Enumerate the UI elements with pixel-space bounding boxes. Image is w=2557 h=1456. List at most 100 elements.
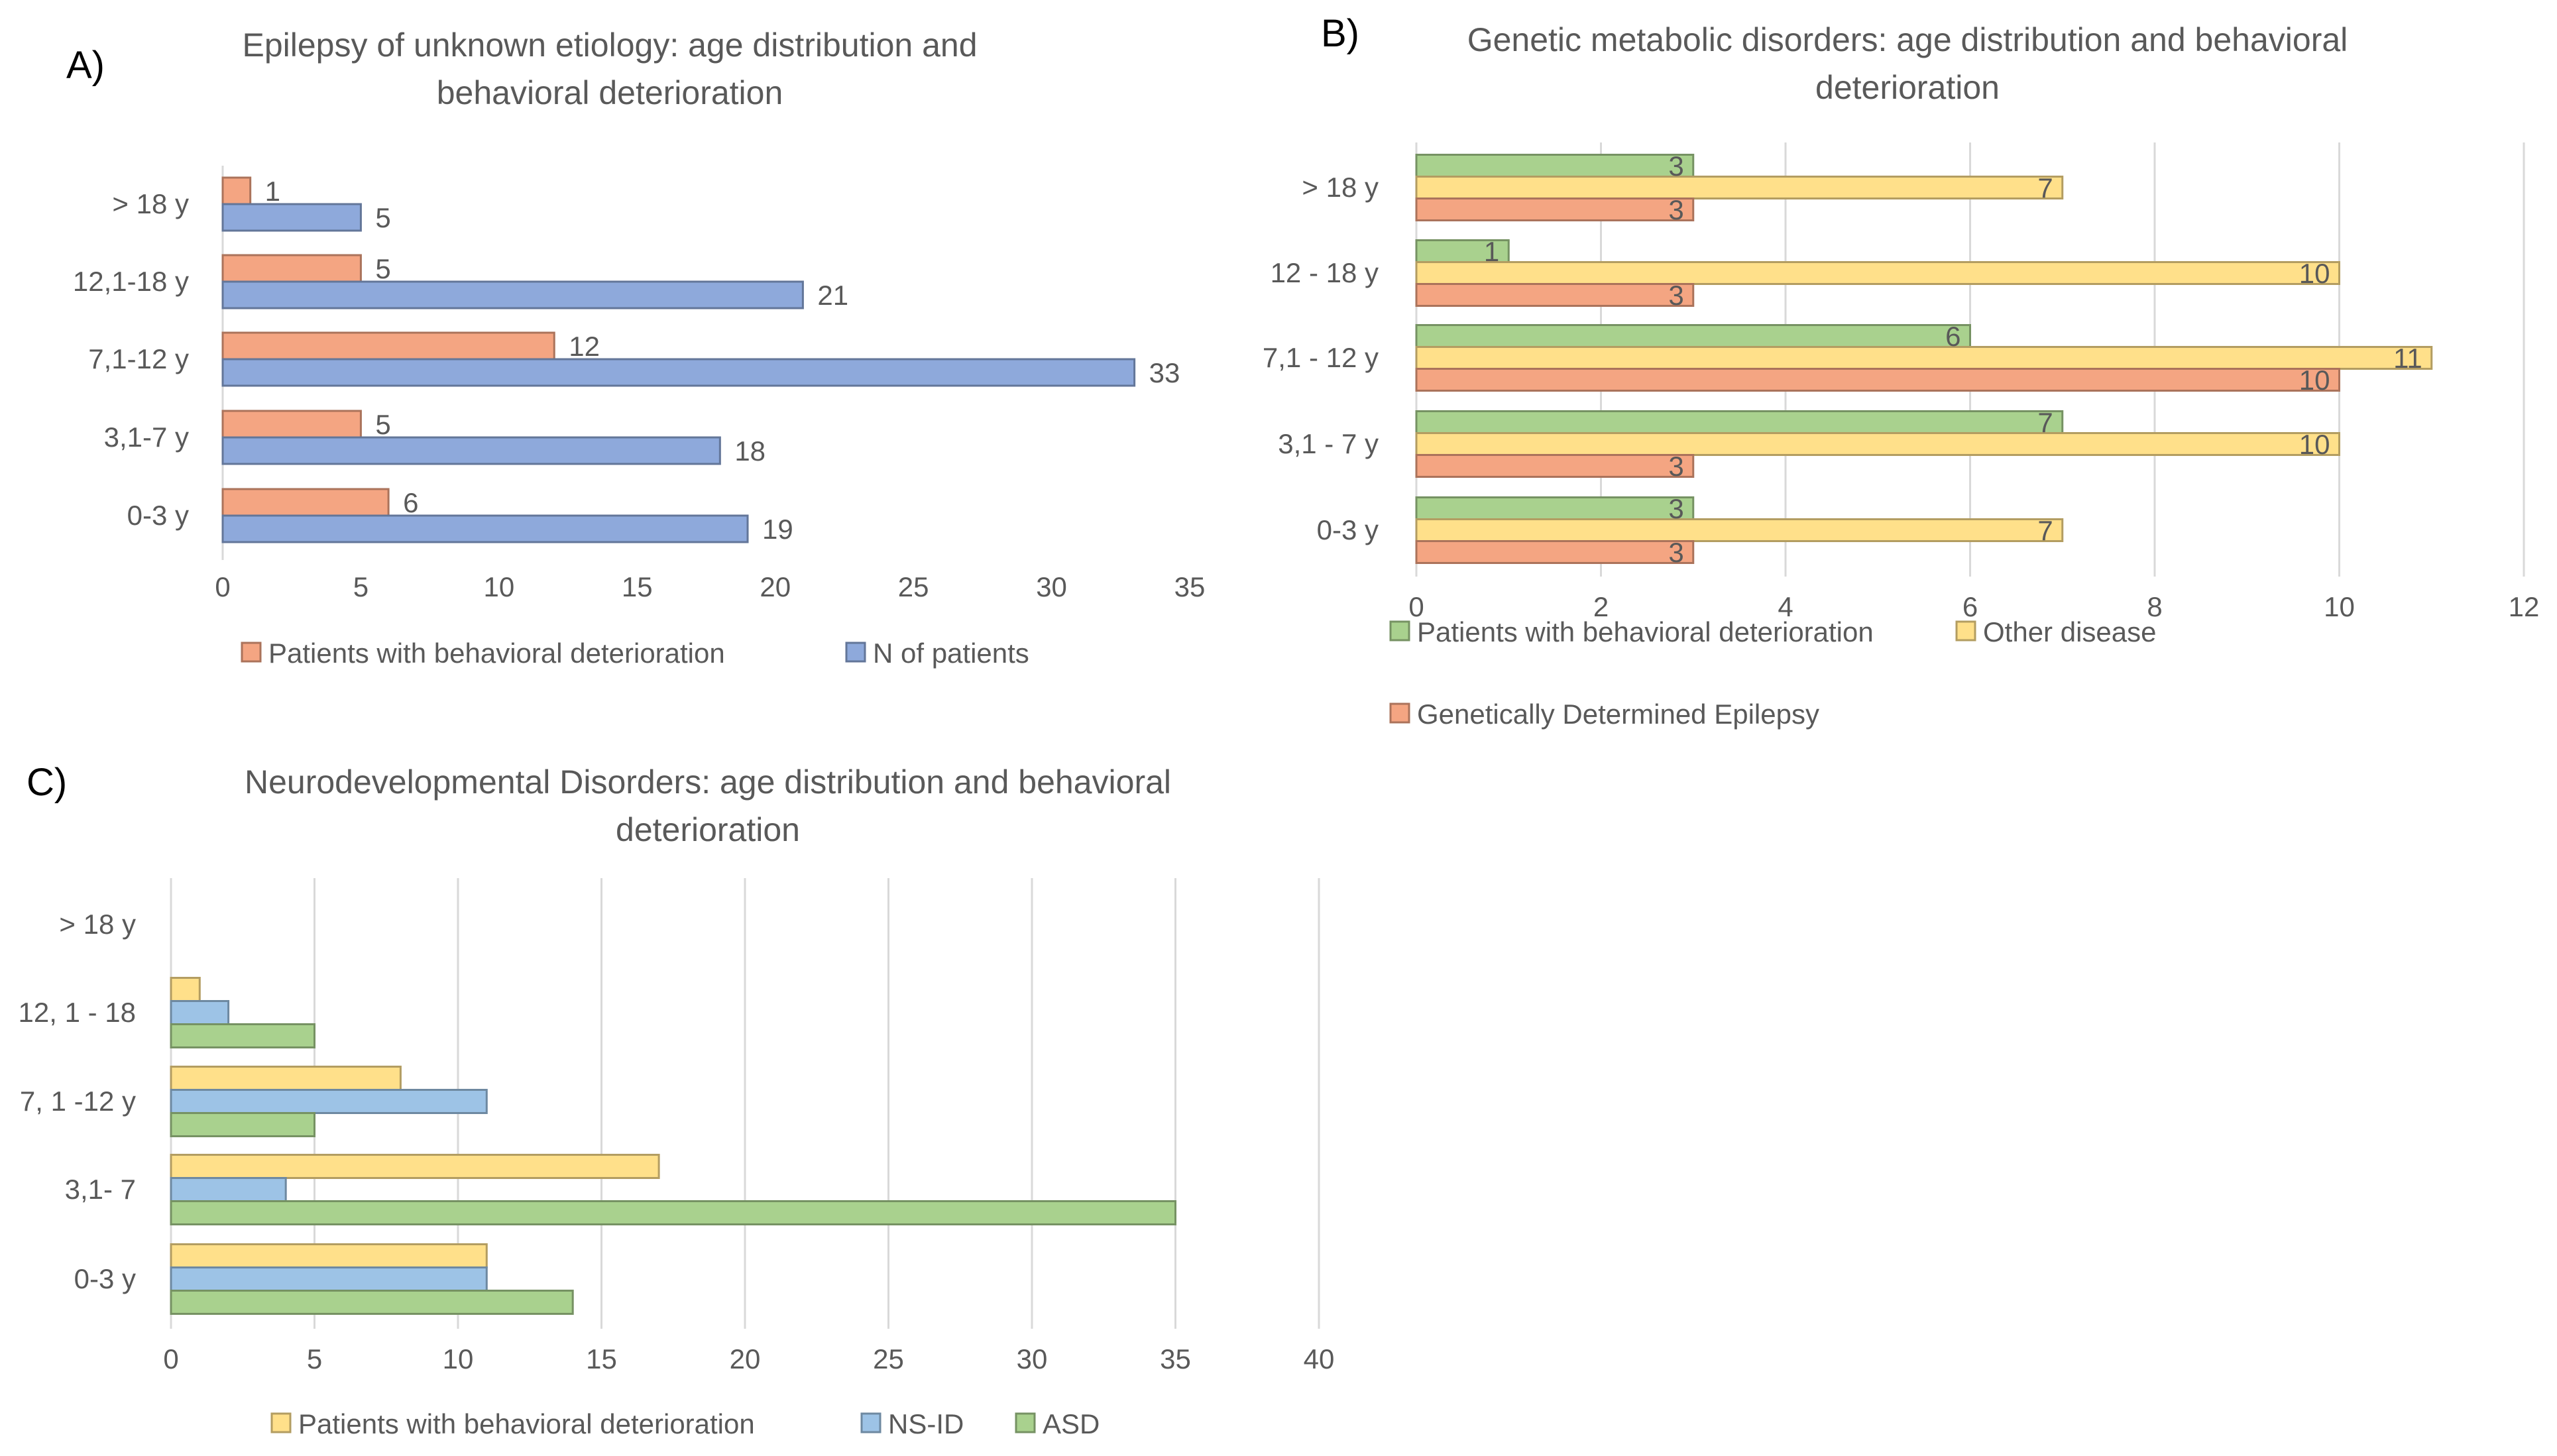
x-tick-label: 40 bbox=[1304, 1343, 1335, 1374]
legend-swatch-genetically-determined-epilepsy bbox=[1389, 702, 1410, 724]
data-label-other-disease-12-18-y: 10 bbox=[2299, 258, 2330, 289]
legend-label-patients-with-behavioral-deterioration: Patients with behavioral deterioration bbox=[1417, 616, 1874, 647]
x-tick-label: 20 bbox=[730, 1343, 761, 1374]
x-tick-label: 35 bbox=[1174, 571, 1206, 602]
data-label-n-of-patients-18-y: 5 bbox=[375, 202, 390, 233]
panel-c-chart: C) Neurodevelopmental Disorders: age dis… bbox=[19, 761, 1335, 1439]
bar-asd-3-1-7 bbox=[170, 1200, 1176, 1225]
category-label: 0-3 y bbox=[127, 500, 189, 531]
data-label-patients-with-behavioral-deterioration-18-y: 1 bbox=[265, 176, 280, 207]
category-label: 0-3 y bbox=[1317, 514, 1379, 545]
bar-genetically-determined-epilepsy-3-1-7-y bbox=[1415, 454, 1695, 478]
legend-swatch-asd bbox=[1015, 1412, 1036, 1433]
x-tick-label: 2 bbox=[1593, 591, 1609, 622]
legend-label-other-disease: Other disease bbox=[1983, 616, 2156, 647]
bar-patients-with-behavioral-deterioration-12-1-18 bbox=[170, 977, 201, 1002]
category-label: 7,1-12 y bbox=[88, 343, 189, 374]
data-label-patients-with-behavioral-deterioration-7-1-12-y: 12 bbox=[569, 331, 600, 362]
x-tick-label: 25 bbox=[898, 571, 929, 602]
panel-b-chart: B) Genetic metabolic disorders: age dist… bbox=[1263, 12, 2539, 730]
bar-other-disease-12-18-y bbox=[1415, 261, 2340, 285]
data-label-genetically-determined-epilepsy-3-1-7-y: 3 bbox=[1668, 451, 1683, 482]
data-label-patients-with-behavioral-deterioration-0-3-y: 3 bbox=[1668, 493, 1683, 524]
bar-other-disease-18-y bbox=[1415, 176, 2064, 199]
bar-genetically-determined-epilepsy-0-3-y bbox=[1415, 540, 1695, 564]
bar-patients-with-behavioral-deterioration-3-1-7-y bbox=[1415, 410, 2064, 434]
category-label: > 18 y bbox=[1302, 172, 1379, 203]
data-label-patients-with-behavioral-deterioration-0-3-y: 6 bbox=[403, 487, 418, 518]
category-label: > 18 y bbox=[59, 909, 136, 940]
category-label: 7,1 - 12 y bbox=[1263, 342, 1379, 373]
data-label-patients-with-behavioral-deterioration-7-1-12-y: 6 bbox=[1945, 321, 1960, 352]
legend-label-genetically-determined-epilepsy: Genetically Determined Epilepsy bbox=[1417, 699, 1819, 730]
x-tick-label: 0 bbox=[215, 571, 230, 602]
bar-patients-with-behavioral-deterioration-0-3-y bbox=[170, 1243, 488, 1268]
bar-patients-with-behavioral-deterioration-7-1-12-y bbox=[1415, 324, 1971, 348]
legend-swatch-other-disease bbox=[1955, 620, 1976, 642]
data-label-n-of-patients-0-3-y: 19 bbox=[762, 514, 793, 545]
bar-other-disease-7-1-12-y bbox=[1415, 346, 2433, 370]
x-tick-label: 35 bbox=[1160, 1343, 1191, 1374]
category-label: 12, 1 - 18 bbox=[19, 997, 136, 1028]
data-label-patients-with-behavioral-deterioration-12-18-y: 1 bbox=[1484, 236, 1499, 267]
legend-swatch-ns-id bbox=[860, 1412, 881, 1433]
bar-patients-with-behavioral-deterioration-12-1-18-y bbox=[221, 254, 362, 283]
bar-other-disease-3-1-7-y bbox=[1415, 432, 2340, 456]
bar-patients-with-behavioral-deterioration-3-1-7-y bbox=[221, 410, 362, 439]
category-label: 3,1-7 y bbox=[104, 421, 189, 453]
data-label-n-of-patients-12-1-18-y: 21 bbox=[817, 280, 848, 311]
x-tick-label: 12 bbox=[2509, 591, 2540, 622]
bar-n-of-patients-3-1-7-y bbox=[221, 436, 721, 465]
data-label-n-of-patients-3-1-7-y: 18 bbox=[734, 435, 766, 467]
category-label: 3,1 - 7 y bbox=[1278, 428, 1379, 459]
bar-patients-with-behavioral-deterioration-0-3-y bbox=[1415, 496, 1695, 520]
data-label-patients-with-behavioral-deterioration-3-1-7-y: 5 bbox=[375, 409, 390, 440]
bar-n-of-patients-7-1-12-y bbox=[221, 358, 1136, 387]
x-tick-label: 0 bbox=[163, 1343, 178, 1374]
data-label-other-disease-3-1-7-y: 10 bbox=[2299, 429, 2330, 460]
bar-ns-id-7-1-12-y bbox=[170, 1089, 488, 1114]
panel-b-title-line-1: Genetic metabolic disorders: age distrib… bbox=[1467, 21, 2348, 58]
data-label-genetically-determined-epilepsy-18-y: 3 bbox=[1668, 194, 1683, 225]
x-tick-label: 10 bbox=[443, 1343, 474, 1374]
bar-n-of-patients-0-3-y bbox=[221, 514, 749, 543]
data-label-other-disease-7-1-12-y: 11 bbox=[2393, 343, 2422, 374]
x-tick-label: 8 bbox=[2147, 591, 2162, 622]
category-label: 7, 1 -12 y bbox=[20, 1086, 136, 1117]
bar-genetically-determined-epilepsy-7-1-12-y bbox=[1415, 368, 2340, 392]
bar-patients-with-behavioral-deterioration-18-y bbox=[1415, 154, 1695, 178]
data-label-patients-with-behavioral-deterioration-18-y: 3 bbox=[1668, 150, 1683, 182]
legend-swatch-patients-with-behavioral-deterioration bbox=[241, 642, 262, 663]
x-tick-label: 20 bbox=[760, 571, 791, 602]
bar-patients-with-behavioral-deterioration-18-y bbox=[221, 176, 252, 205]
data-label-genetically-determined-epilepsy-7-1-12-y: 10 bbox=[2299, 364, 2330, 396]
legend-swatch-patients-with-behavioral-deterioration bbox=[1389, 620, 1410, 642]
panel-b-label: B) bbox=[1321, 12, 1359, 55]
panel-c-title-line-1: Neurodevelopmental Disorders: age distri… bbox=[245, 763, 1171, 801]
bar-patients-with-behavioral-deterioration-3-1-7 bbox=[170, 1154, 660, 1179]
legend-label-patients-with-behavioral-deterioration: Patients with behavioral deterioration bbox=[268, 638, 725, 669]
bar-asd-7-1-12-y bbox=[170, 1112, 315, 1137]
bar-patients-with-behavioral-deterioration-7-1-12-y bbox=[170, 1066, 402, 1091]
panel-a-title-line-1: Epilepsy of unknown etiology: age distri… bbox=[242, 27, 977, 64]
bar-asd-12-1-18 bbox=[170, 1023, 315, 1048]
category-label: > 18 y bbox=[112, 188, 189, 219]
category-label: 0-3 y bbox=[74, 1263, 136, 1294]
x-tick-label: 0 bbox=[1408, 591, 1424, 622]
category-label: 12,1-18 y bbox=[73, 266, 189, 297]
bar-other-disease-0-3-y bbox=[1415, 518, 2064, 542]
data-label-genetically-determined-epilepsy-12-18-y: 3 bbox=[1668, 280, 1683, 311]
bar-asd-0-3-y bbox=[170, 1290, 574, 1315]
x-tick-label: 15 bbox=[586, 1343, 617, 1374]
x-tick-label: 5 bbox=[353, 571, 369, 602]
bar-patients-with-behavioral-deterioration-12-18-y bbox=[1415, 239, 1510, 263]
x-tick-label: 25 bbox=[873, 1343, 904, 1374]
bar-n-of-patients-12-1-18-y bbox=[221, 280, 804, 309]
panel-a-chart: A) Epilepsy of unknown etiology: age dis… bbox=[66, 27, 1205, 669]
panel-b-title-line-2: deterioration bbox=[1815, 69, 2000, 106]
legend-label-n-of-patients: N of patients bbox=[873, 638, 1029, 669]
panel-a-title-line-2: behavioral deterioration bbox=[437, 74, 783, 111]
data-label-n-of-patients-7-1-12-y: 33 bbox=[1149, 357, 1180, 388]
data-label-patients-with-behavioral-deterioration-3-1-7-y: 7 bbox=[2037, 407, 2053, 438]
